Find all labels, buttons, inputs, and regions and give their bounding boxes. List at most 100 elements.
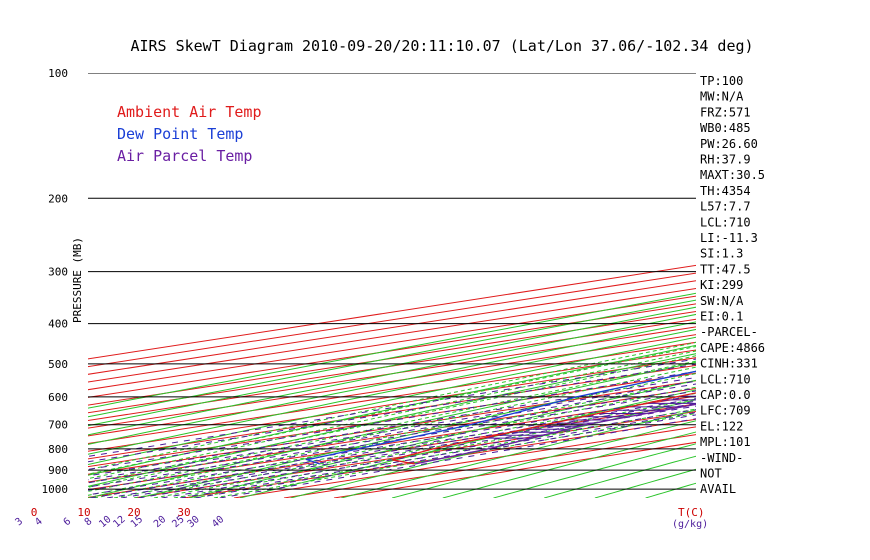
stability-index: L57:7.7: [700, 200, 751, 214]
isotherm-line: [88, 364, 696, 460]
moist-adiabat-line: [113, 386, 696, 498]
mixing-ratio-line: [88, 363, 696, 463]
isotherm-line: [88, 395, 696, 491]
mixing-ratio-line: [88, 380, 696, 481]
mixing-ratio-line: [161, 409, 696, 498]
pressure-tick-label: 600: [48, 391, 68, 404]
stability-index: SI:1.3: [700, 247, 743, 261]
stability-index: NOT: [700, 467, 722, 481]
moist-adiabat-line: [153, 398, 696, 498]
mixing-ratio-line: [88, 370, 696, 470]
isotherm-line: [88, 380, 696, 475]
dry-adiabat-line: [189, 379, 696, 498]
mixing-ratio-line: [88, 358, 696, 457]
mixing-ratio-label: 3: [13, 516, 25, 528]
dry-adiabat-line: [290, 399, 696, 498]
isotherm-line: [88, 280, 696, 375]
stability-index: MPL:101: [700, 435, 751, 449]
isotherm-line: [88, 334, 696, 429]
moist-adiabat-line: [88, 366, 696, 492]
stability-index: AVAIL: [700, 482, 736, 496]
pressure-tick-label: 100: [48, 67, 68, 80]
legend-entry: Dew Point Temp: [117, 125, 243, 143]
stability-index: CAPE:4866: [700, 341, 765, 355]
legend-entry: Air Parcel Temp: [117, 147, 252, 165]
mixing-ratio-label: 6: [62, 516, 74, 528]
mixing-ratio-line: [88, 394, 696, 496]
dry-adiabat-line: [442, 431, 696, 498]
dry-adiabat-line: [544, 455, 696, 498]
x-axis-label-right: T(C): [678, 506, 705, 519]
mixing-ratio-line: [88, 390, 696, 491]
stability-index: LI:-11.3: [700, 231, 758, 245]
mixing-ratio-line: [121, 402, 696, 498]
stability-index: FRZ:571: [700, 105, 751, 119]
pressure-tick-label: 1000: [42, 483, 69, 496]
stability-index: LCL:710: [700, 372, 751, 386]
moist-adiabat-line: [193, 408, 696, 498]
dry-adiabat-line: [88, 299, 696, 418]
stability-index: CAP:0.0: [700, 388, 751, 402]
mixing-ratio-line: [88, 387, 696, 488]
mixing-ratio-line: [90, 398, 696, 498]
bottom-temp-tick-label: 10: [77, 506, 90, 519]
ambient-temp-line: [392, 392, 696, 465]
moist-adiabat-line: [88, 360, 696, 488]
dry-adiabat-line: [341, 409, 696, 498]
mixing-ratio-unit: (g/kg): [672, 519, 708, 530]
bottom-temp-tick-label: 20: [127, 506, 140, 519]
dry-adiabat-line: [493, 443, 696, 498]
moist-adiabat-line: [88, 346, 696, 475]
dry-adiabat-line: [88, 328, 696, 455]
pressure-tick-label: 700: [48, 419, 68, 432]
stability-index: MAXT:30.5: [700, 168, 765, 182]
isotherm-line: [88, 403, 696, 498]
chart-title: AIRS SkewT Diagram 2010-09-20/20:11:10.0…: [130, 37, 753, 55]
moist-adiabat-line: [213, 412, 696, 498]
stability-index: EI:0.1: [700, 310, 743, 324]
stability-index: -PARCEL-: [700, 325, 758, 339]
moist-adiabat-line: [93, 379, 696, 498]
mixing-ratio-line: [180, 412, 696, 498]
stability-index: LFC:709: [700, 404, 751, 418]
pressure-tick-label: 800: [48, 443, 68, 456]
isotherm-line: [88, 272, 696, 368]
pressure-tick-label: 900: [48, 464, 68, 477]
stability-index: LCL:710: [700, 215, 751, 229]
isotherm-line: [183, 418, 696, 498]
bottom-temp-tick-label: 30: [177, 506, 190, 519]
dry-adiabat-line: [88, 353, 696, 487]
mixing-ratio-label: 8: [83, 516, 95, 528]
plot-area: [88, 73, 870, 498]
stability-index: TP:100: [700, 74, 743, 88]
mixing-ratio-line: [138, 405, 696, 498]
parcel-temp-line: [414, 403, 696, 465]
cape-hatch: [482, 395, 696, 439]
y-axis-label: PRESSURE (MB): [71, 237, 84, 323]
dry-adiabat-line: [747, 73, 870, 498]
dry-adiabat-line: [88, 344, 696, 476]
mixing-ratio-label: 40: [210, 514, 226, 530]
isobars: [88, 73, 696, 490]
pressure-tick-label: 500: [48, 358, 68, 371]
dry-adiabat-line: [88, 336, 696, 466]
pressure-tick-label: 400: [48, 318, 68, 331]
isotherm-line: [233, 426, 696, 498]
mixing-ratio-line: [195, 414, 696, 498]
stability-index: RH:37.9: [700, 153, 751, 167]
moist-adiabat-line: [88, 350, 696, 480]
stability-index: PW:26.60: [700, 137, 758, 151]
pressure-tick-labels: 100 200 300 400 500 600 700 800 900 1000: [42, 67, 69, 496]
stability-index: KI:299: [700, 278, 743, 292]
stability-index: MW:N/A: [700, 90, 744, 104]
bottom-temp-tick-label: 0: [31, 506, 38, 519]
stability-index: TT:47.5: [700, 262, 751, 276]
dry-adiabat-line: [88, 313, 696, 436]
mixing-ratio-label: 12: [111, 514, 127, 530]
stability-index: EL:122: [700, 419, 743, 433]
legend: Ambient Air Temp Dew Point Temp Air Parcel…: [117, 103, 262, 165]
dew-point-line: [304, 370, 696, 465]
dry-adiabat-line: [88, 306, 696, 427]
